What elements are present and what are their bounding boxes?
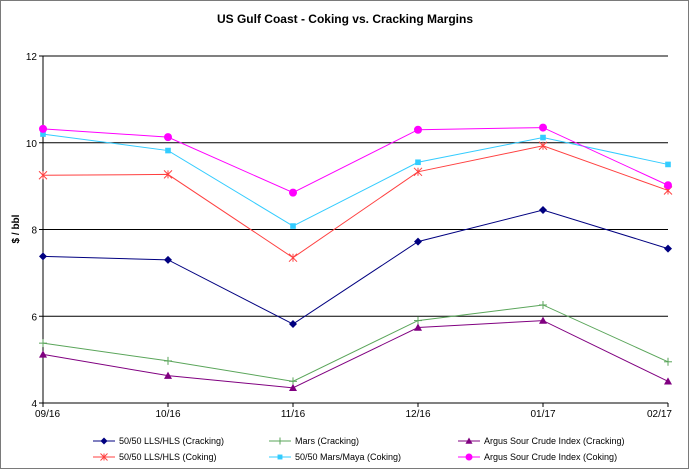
series-0 [39,205,672,329]
chart-title: US Gulf Coast - Coking vs. Cracking Marg… [217,12,473,26]
square-marker [665,161,671,168]
series-4 [40,131,671,229]
legend-item: 50/50 Mars/Maya (Coking) [269,452,401,462]
circle-marker [664,181,672,190]
x-tick-label: 10/16 [155,409,180,420]
circle-marker [289,188,297,197]
star-marker [288,253,298,263]
star-marker [538,141,548,151]
triangle-marker [414,323,422,331]
diamond-marker [539,205,547,214]
x-tick-label: 01/17 [530,409,555,420]
series-2 [39,316,672,392]
series-line [42,133,669,227]
triangle-marker [289,383,297,392]
y-axis-ticks: 4 6 8 10 12 [26,52,43,410]
square-marker [165,147,171,154]
x-tick-label: 02/17 [647,409,672,420]
circle-marker [39,124,47,133]
star-marker [100,453,108,461]
legend-label: 50/50 Mars/Maya (Coking) [295,452,401,462]
star-marker [413,167,423,177]
plus-marker [164,356,172,365]
y-tick-label: 4 [31,399,37,410]
y-tick-label: 6 [31,312,37,323]
triangle-marker [465,437,473,444]
plus-marker [664,357,672,366]
legend-item: 50/50 LLS/HLS (Coking) [93,452,217,462]
legend-label: Argus Sour Crude Index (Coking) [484,452,617,462]
diamond-marker [664,244,672,253]
x-axis-ticks: 09/16 10/16 11/16 12/16 01/17 02/17 [35,403,672,420]
series-line [42,209,669,325]
plus-marker [39,339,47,348]
plus-marker [276,437,284,445]
series-line [42,304,669,382]
plus-marker [414,316,422,325]
series-line [42,145,669,259]
square-marker [415,159,421,166]
triangle-marker [164,371,172,379]
diamond-marker [164,255,172,264]
legend-label: Mars (Cracking) [295,436,359,446]
triangle-marker [664,377,672,385]
y-tick-label: 10 [26,139,38,150]
diamond-marker [100,437,108,445]
plus-marker [539,300,547,309]
gridlines [43,55,668,317]
series-line [42,320,669,389]
series-5 [39,123,672,197]
legend-item: Mars (Cracking) [269,436,359,446]
diamond-marker [414,237,422,246]
diamond-marker [289,320,297,329]
star-marker [38,170,48,180]
square-marker [277,454,283,460]
legend-label: Argus Sour Crude Index (Cracking) [484,436,625,446]
legend-item: Argus Sour Crude Index (Cracking) [458,436,625,446]
square-marker [290,223,296,229]
x-tick-label: 12/16 [405,409,430,420]
y-tick-label: 8 [31,226,37,237]
series-line [42,127,669,194]
star-marker [163,170,173,179]
square-marker [540,134,546,141]
x-tick-label: 09/16 [35,409,60,420]
legend: 50/50 LLS/HLS (Cracking) Mars (Cracking) A… [93,436,625,462]
triangle-marker [39,350,47,358]
circle-marker [465,453,473,461]
x-tick-label: 11/16 [281,409,306,420]
legend-item: Argus Sour Crude Index (Coking) [458,452,617,462]
triangle-marker [539,316,547,324]
y-tick-label: 12 [26,52,38,63]
legend-label: 50/50 LLS/HLS (Cracking) [119,436,224,446]
square-marker [40,131,46,137]
series-1 [39,300,672,386]
circle-marker [539,123,547,132]
y-axis-label: $ / bbl [11,214,22,243]
circle-marker [414,125,422,134]
diamond-marker [39,252,47,261]
series-group [38,123,673,392]
legend-label: 50/50 LLS/HLS (Coking) [119,452,217,462]
circle-marker [164,133,172,142]
series-3 [38,141,673,263]
legend-item: 50/50 LLS/HLS (Cracking) [93,436,224,446]
